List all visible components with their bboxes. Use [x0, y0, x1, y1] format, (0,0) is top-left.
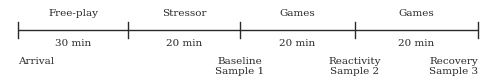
Text: 20 min: 20 min	[166, 38, 202, 48]
Text: Baseline
Sample 1: Baseline Sample 1	[216, 57, 264, 76]
Text: 20 min: 20 min	[279, 38, 315, 48]
Text: 30 min: 30 min	[55, 38, 91, 48]
Text: Recovery
Sample 3: Recovery Sample 3	[429, 57, 478, 76]
Text: Free-play: Free-play	[48, 10, 98, 18]
Text: Games: Games	[279, 10, 315, 18]
Text: Stressor: Stressor	[162, 10, 206, 18]
Text: 20 min: 20 min	[398, 38, 434, 48]
Text: Arrival: Arrival	[18, 57, 54, 66]
Text: Reactivity
Sample 2: Reactivity Sample 2	[329, 57, 382, 76]
Text: Games: Games	[398, 10, 434, 18]
